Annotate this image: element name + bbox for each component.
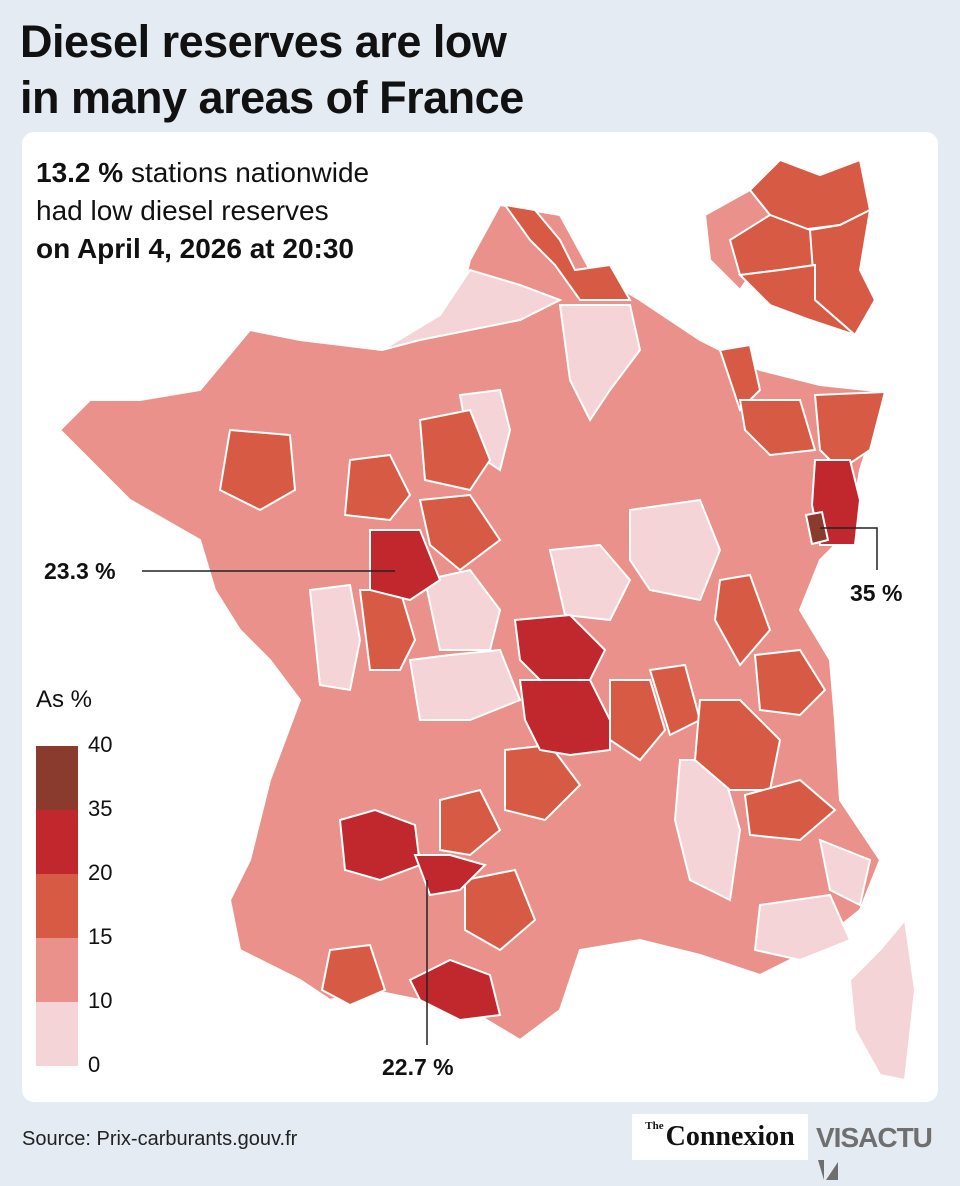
region-indre-et-loire [369, 529, 442, 602]
source-credit: Source: Prix-carburants.gouv.fr [22, 1128, 298, 1150]
national-value: 13.2 % [36, 157, 124, 188]
region-nievre [548, 543, 632, 622]
region-sarthe [343, 453, 412, 522]
region-ariege [408, 958, 502, 1022]
mid-regions [218, 203, 887, 1007]
visactu-logo: VISACTU [816, 1122, 960, 1186]
region-aisne [558, 304, 642, 422]
legend-tick-label: 40 [88, 732, 113, 757]
region-tarn [464, 868, 537, 952]
subtitle-line-2: had low diesel reserves [36, 195, 329, 226]
legend-tick-label: 10 [88, 988, 113, 1013]
callout-south: 22.7 % [382, 1054, 454, 1080]
callout-east: 35 % [850, 580, 903, 606]
region-bas-rhin [813, 390, 887, 472]
visactu-mark-icon [818, 1160, 838, 1180]
high-regions [338, 459, 862, 1022]
callout-line-east [820, 527, 878, 570]
region-normandy-east [381, 268, 563, 351]
region-corsica [848, 917, 917, 1082]
region-eure-et-loir [418, 408, 492, 492]
region-indre [423, 568, 502, 651]
region-loir-et-cher [418, 493, 502, 572]
region-nord [502, 203, 632, 301]
visactu-logo-text: VISACTU [816, 1122, 933, 1153]
legend-tick-label: 0 [88, 1052, 101, 1077]
region-limousin [408, 648, 522, 721]
legend-swatch-10-15 [36, 938, 78, 1002]
region-var [753, 893, 852, 962]
page-title: Diesel reserves are low in many areas of… [20, 14, 920, 126]
legend-swatch-15-20 [36, 874, 78, 938]
region-puy-de-dome [518, 679, 611, 757]
subtitle-line-1: stations nationwide [123, 157, 370, 188]
legend-title: As % [36, 686, 93, 713]
inset-south [737, 263, 856, 336]
subtitle: 13.2 % stations nationwide had low diese… [36, 154, 556, 268]
legend-tick-label: 20 [88, 860, 113, 885]
legend-swatch-0-10 [36, 1002, 78, 1066]
region-deux-sevres [308, 583, 362, 692]
connexion-logo-small: The [645, 1120, 664, 1132]
title-line-1: Diesel reserves are low [20, 16, 507, 67]
region-territoire-de-belfort [804, 510, 830, 546]
france-map [58, 158, 917, 1082]
title-line-2: in many areas of France [20, 72, 524, 123]
region-hautes-alpes [743, 778, 837, 842]
callout-west: 23.3 % [44, 558, 116, 584]
legend-tick-label: 15 [88, 924, 113, 949]
region-ille-et-vilaine [218, 428, 297, 512]
region-meuse [718, 343, 762, 412]
region-lot [439, 788, 502, 857]
connexion-logo-text: Connexion [665, 1121, 795, 1152]
legend-tick-label: 35 [88, 796, 113, 821]
legend-swatch-20-35 [36, 810, 78, 874]
region-alpes-maritimes [818, 838, 872, 907]
legend-swatch-35-40 [36, 746, 78, 810]
region-savoie [753, 648, 827, 717]
subtitle-date: on April 4, 2026 at 20:30 [36, 233, 354, 264]
region-jura [713, 573, 772, 667]
connexion-logo: The Connexion [632, 1114, 808, 1160]
region-pyr-atlantiques [320, 943, 387, 1007]
paris-inset [703, 158, 877, 337]
region-cote-dor [629, 498, 722, 602]
region-meurthe [738, 399, 817, 457]
